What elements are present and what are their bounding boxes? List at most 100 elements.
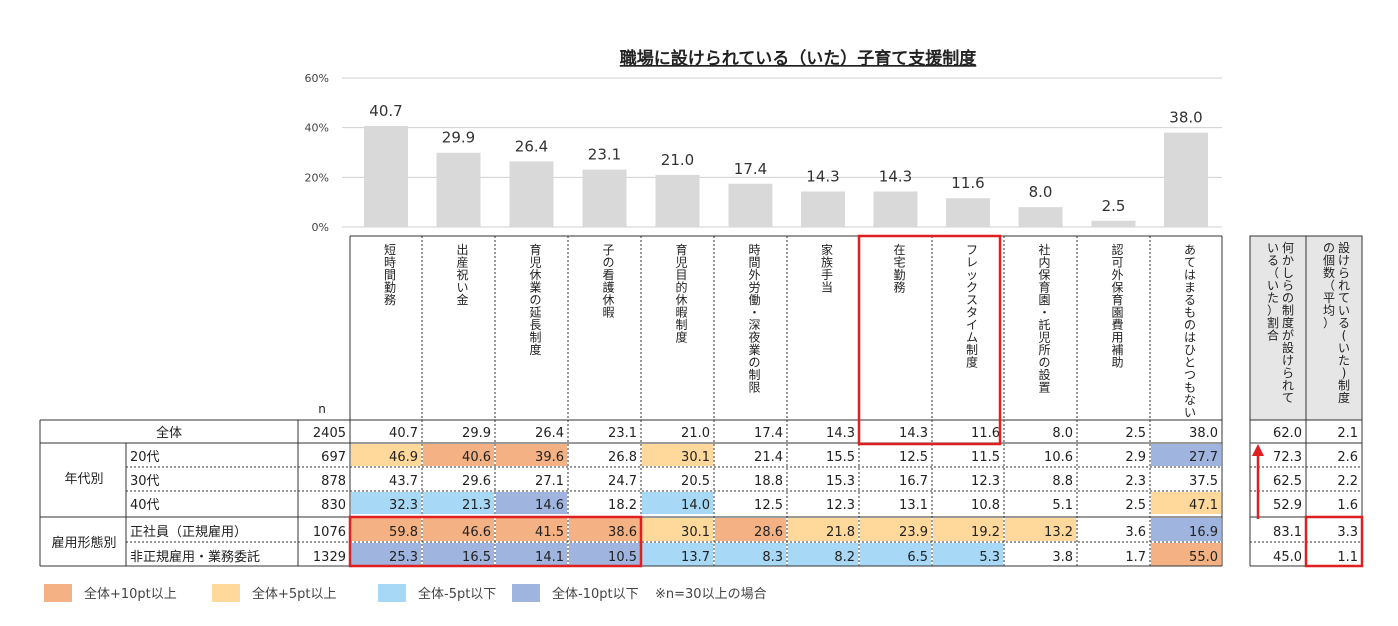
legend-swatch xyxy=(378,584,406,602)
table-cell-value: 30.1 xyxy=(681,450,710,465)
table-cell-value: 29.9 xyxy=(462,426,491,441)
table-cell-value: 12.3 xyxy=(971,474,1000,489)
bar-value-label: 23.1 xyxy=(588,146,621,164)
table-cell-value: 38.0 xyxy=(1189,426,1218,441)
n-header-label: n xyxy=(318,402,326,416)
highlight-cell xyxy=(715,543,786,566)
table-cell-value: 21.4 xyxy=(754,450,783,465)
table-cell-value: 2.5 xyxy=(1125,426,1146,441)
legend: 全体+10pt以上 全体+5pt以上 全体-5pt以下 全体-10pt以下 ※n=30以… xyxy=(44,584,767,602)
table-cell-value: 21.8 xyxy=(826,525,855,540)
table-cell-value: 5.1 xyxy=(1052,498,1073,513)
table-cell-value: 32.3 xyxy=(389,498,418,513)
bar-value-label: 21.0 xyxy=(661,151,694,169)
table-cell-value: 13.2 xyxy=(1044,525,1073,540)
table-cell-value: 47.1 xyxy=(1189,498,1218,513)
legend-swatch xyxy=(44,584,72,602)
table-cell-value: 21.0 xyxy=(681,426,710,441)
highlight-cell xyxy=(569,518,640,541)
legend-swatch xyxy=(512,584,540,602)
table-cell-value: 5.3 xyxy=(979,550,1000,565)
category-label: 子の看護休暇 xyxy=(602,243,614,320)
side-cell-value: 1.1 xyxy=(1337,550,1358,565)
highlight-cell xyxy=(1005,518,1076,541)
category-label: 時間外労働・深夜業の制限 xyxy=(748,243,760,395)
table-cell-value: 30.1 xyxy=(681,525,710,540)
highlight-cell xyxy=(496,518,567,541)
table-cell-value: 19.2 xyxy=(971,525,1000,540)
y-tick-label: 20% xyxy=(305,171,329,184)
row-label: 40代 xyxy=(130,498,160,513)
highlight-cell xyxy=(642,492,713,514)
table-cell-value: 20.5 xyxy=(681,474,710,489)
highlight-cell xyxy=(860,543,931,566)
side-cell-value: 72.3 xyxy=(1273,450,1302,465)
category-label: 社内保育園・託児所の設置 xyxy=(1038,242,1050,395)
side-cell-value: 3.3 xyxy=(1337,525,1358,540)
row-label: 30代 xyxy=(130,474,160,489)
table-cell-value: 15.3 xyxy=(826,474,855,489)
table-cell-n: 878 xyxy=(321,474,346,489)
table-cell-value: 2.5 xyxy=(1125,498,1146,513)
legend-label: 全体-10pt以下 xyxy=(552,586,639,602)
highlight-frame xyxy=(1304,515,1364,568)
bar-value-label: 2.5 xyxy=(1102,197,1126,215)
table-cell-value: 11.6 xyxy=(971,426,1000,441)
side-cell-value: 62.0 xyxy=(1273,426,1302,441)
table-cell-value: 14.0 xyxy=(681,498,710,513)
category-label: 在宅勤務 xyxy=(893,243,905,295)
bar-value-label: 29.9 xyxy=(442,129,475,147)
bar-value-label: 40.7 xyxy=(369,102,402,120)
table-cell-value: 3.6 xyxy=(1125,525,1146,540)
highlight-cell xyxy=(423,444,494,466)
row-label: 20代 xyxy=(130,450,160,465)
table-cell-value: 26.4 xyxy=(535,426,564,441)
group-label: 年代別 xyxy=(64,472,103,487)
bar xyxy=(364,125,408,227)
highlight-cell xyxy=(642,543,713,566)
bar-value-label: 14.3 xyxy=(806,167,839,185)
table-cell-value: 24.7 xyxy=(608,474,637,489)
table-cell-value: 16.5 xyxy=(462,550,491,565)
side-cell-value: 1.6 xyxy=(1337,498,1358,513)
table-cell-value: 37.5 xyxy=(1189,474,1218,489)
table-cell-value: 8.2 xyxy=(834,550,855,565)
table-cell-value: 27.7 xyxy=(1189,450,1218,465)
table-cell-value: 15.5 xyxy=(826,450,855,465)
bars: 40.7 29.9 26.4 23.1 21.0 17.4 14.3 14.3 11.6 8.0 2… xyxy=(364,102,1208,227)
table-cell-value: 59.8 xyxy=(389,525,418,540)
bar xyxy=(873,191,918,227)
table-cell-value: 8.0 xyxy=(1052,426,1073,441)
highlight-cell xyxy=(715,518,786,541)
row-label: 非正規雇用・業務委託 xyxy=(130,549,260,565)
table-cell-value: 27.1 xyxy=(535,474,564,489)
bar xyxy=(1018,207,1063,227)
bar xyxy=(728,183,773,227)
side-cell-value: 83.1 xyxy=(1273,525,1302,540)
highlight-cell xyxy=(933,518,1003,541)
highlight-cell xyxy=(860,518,931,541)
table-cell-n: 2405 xyxy=(313,426,346,441)
table-cell-n: 1329 xyxy=(313,550,346,565)
bar xyxy=(801,191,845,227)
table-cell-value: 26.8 xyxy=(608,450,637,465)
table-cell-value: 40.7 xyxy=(389,426,418,441)
highlight-cell xyxy=(351,543,421,566)
table-cell-value: 12.3 xyxy=(826,498,855,513)
highlight-cell xyxy=(423,543,494,566)
bar xyxy=(1164,132,1208,227)
table-cell-value: 55.0 xyxy=(1189,550,1218,565)
y-tick-label: 60% xyxy=(305,72,329,85)
legend-label: 全体-5pt以下 xyxy=(418,586,496,602)
table-cell-n: 697 xyxy=(321,450,346,465)
side-cell-value: 52.9 xyxy=(1273,498,1302,513)
highlight-cell xyxy=(642,444,713,466)
table-cell-value: 12.5 xyxy=(899,450,928,465)
bar xyxy=(946,198,990,227)
highlight-cell xyxy=(569,543,640,566)
table-cell-value: 43.7 xyxy=(389,474,418,489)
table-cell-value: 10.8 xyxy=(971,498,1000,513)
highlight-cell xyxy=(496,492,567,514)
highlight-cell xyxy=(496,444,567,466)
